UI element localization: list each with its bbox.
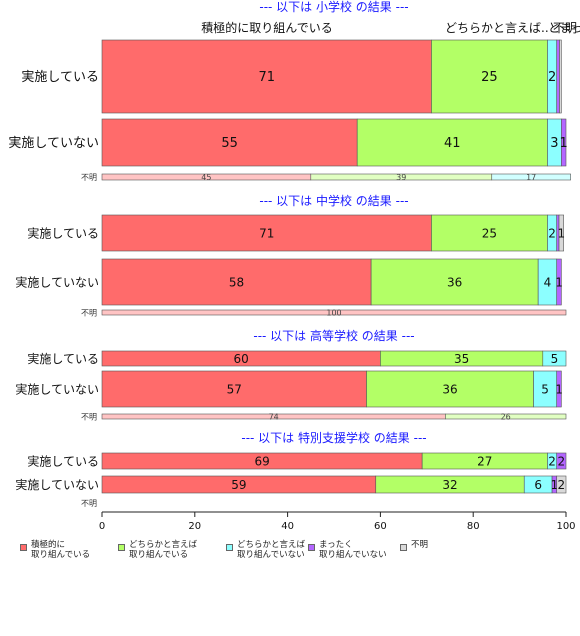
bar-value-label: 2 [548,70,556,85]
bar-value-label: 36 [442,382,457,396]
bar-segment [101,309,567,316]
bar-segment [431,39,548,114]
row-label: 実施している [21,69,99,85]
top-label-category-4: とまっ [548,21,580,35]
bar-value-label: 1 [555,275,563,289]
bar-segment [101,370,367,408]
bar-value-label: 69 [254,454,269,468]
bar-segment [556,452,567,470]
bar-value-label: 4 [544,275,552,289]
bar-value-label: 25 [481,70,498,85]
row-label: 実施している [27,453,99,468]
bar-segment [556,258,562,306]
row-label: 不明 [81,499,97,508]
bar-segment [366,370,534,408]
legend-label: 不明 [411,540,429,550]
x-tick-label: 80 [467,521,480,532]
bar-value-label: 36 [447,275,462,289]
row-label: 実施している [27,351,99,366]
bar-value-label: 45 [201,173,211,182]
x-tick-label: 60 [374,521,387,532]
bar-value-label: 2 [558,454,566,468]
bar-value-label: 59 [231,478,246,492]
bar-segment [101,214,432,252]
bar-value-label: 35 [454,352,469,366]
bar-value-label: 2 [558,478,566,492]
bar-value-label: 1 [560,136,568,151]
legend-label: 積極的に 取り組んでいる [31,540,91,560]
bar-segment [445,413,567,420]
bar-segment [370,258,539,306]
bar-segment [561,118,567,167]
bar-value-label: 100 [326,308,341,317]
row-label: 不明 [81,173,97,182]
bar-value-label: 5 [541,382,549,396]
bar-value-label: 58 [229,275,244,289]
legend: 積極的に 取り組んでいる どちらかと言えば 取り組んでいる どちらかと言えば 取り組… [20,540,560,564]
row-label: 実施している [27,225,99,240]
bar-value-label: 41 [444,136,461,151]
bar-value-label: 74 [269,412,279,421]
legend-swatch [20,544,27,551]
legend-swatch [400,544,407,551]
bar-value-label: 57 [227,382,242,396]
bar-segment [356,118,548,167]
bar-value-label: 3 [550,136,558,151]
bar-value-label: 2 [548,226,556,240]
bar-segment [101,258,372,306]
bar-value-label: 2 [548,454,556,468]
bar-segment [559,39,562,114]
bar-segment [542,350,567,367]
legend-swatch [118,544,125,551]
bar-segment [556,39,560,114]
row-label: 実施していない [8,135,99,151]
panel-title: --- 以下は 特別支援学校 の結果 --- [241,430,426,445]
top-label-category-5: 不明 [553,21,577,35]
top-label-category-1: 積極的に取り組んでいる [201,20,332,35]
x-tick-label: 0 [99,521,105,532]
x-tick-label: 40 [281,521,294,532]
legend-label: どちらかと言えば 取り組んでいない [237,540,306,560]
bar-segment [101,118,358,167]
bar-value-label: 5 [551,352,559,366]
legend-swatch [226,544,233,551]
bar-segment [556,370,562,408]
row-label: 実施していない [15,381,99,396]
panel-title: --- 以下は 高等学校 の結果 --- [253,328,414,343]
bar-value-label: 6 [534,478,542,492]
bar-value-label: 25 [482,226,497,240]
bar-value-label: 55 [221,136,238,151]
bar-segment [556,475,567,494]
bar-value-label: 1 [555,382,563,396]
legend-label: どちらかと言えば 取り組んでいる [129,540,198,560]
bar-value-label: 27 [477,454,492,468]
bar-segment [491,173,571,181]
bar-value-label: 1 [551,478,559,492]
bar-value-label: 60 [234,352,249,366]
bar-segment [558,214,564,252]
bar-value-label: 71 [258,70,275,85]
bar-value-label: 26 [501,412,511,421]
bar-value-label: 17 [526,173,536,182]
panel-title: --- 以下は 中学校 の結果 --- [259,193,408,208]
row-label: 実施していない [15,477,99,492]
row-label: 不明 [81,308,97,317]
bar-value-label: 39 [396,173,406,182]
bar-value-label: 32 [442,478,457,492]
row-label: 実施していない [15,274,99,289]
x-tick-label: 100 [556,521,575,532]
legend-swatch [308,544,315,551]
top-label-category-2: どちらかと言えば.. [445,21,549,35]
bar-value-label: 1 [558,226,566,240]
row-label: 不明 [81,412,97,421]
bar-segment [431,214,548,252]
x-tick-label: 20 [188,521,201,532]
legend-label: まったく 取り組んでいない [319,540,387,560]
panel-title: --- 以下は 小学校 の結果 --- [259,0,408,14]
bar-value-label: 71 [259,226,274,240]
